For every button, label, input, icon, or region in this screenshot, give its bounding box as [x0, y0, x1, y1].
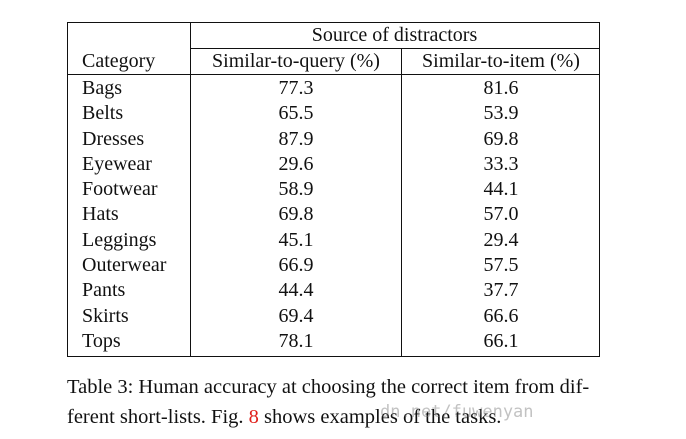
- cell-similar-to-query: 29.6: [278, 152, 314, 175]
- cell-similar-to-query: 65.5: [278, 102, 314, 125]
- cell-similar-to-query: 69.8: [278, 203, 314, 226]
- table-row: Outerwear 66.9 57.5: [68, 253, 599, 278]
- watermark: dn.net/fuwenyan: [380, 402, 534, 422]
- caption-line-2: ferent short-lists. Fig. 8 shows example…: [67, 402, 657, 432]
- table-row: Skirts 69.4 66.6: [68, 304, 599, 329]
- table-divider-vertical: [190, 23, 191, 356]
- caption-text: ferent short-lists. Fig.: [67, 406, 249, 428]
- cell-similar-to-query: 87.9: [278, 127, 314, 150]
- cell-similar-to-item: 44.1: [483, 178, 519, 201]
- cell-similar-to-query: 77.3: [278, 77, 314, 99]
- cell-category: Leggings: [82, 228, 157, 251]
- cell-similar-to-item: 66.6: [483, 304, 519, 327]
- table-row: Tops 78.1 66.1: [68, 329, 599, 354]
- cell-category: Dresses: [82, 127, 145, 150]
- cell-similar-to-query: 44.4: [278, 279, 314, 302]
- cell-similar-to-query: 66.9: [278, 254, 314, 277]
- cell-similar-to-item: 69.8: [483, 127, 519, 150]
- cell-similar-to-query: 45.1: [278, 228, 314, 251]
- cell-category: Hats: [82, 203, 119, 226]
- cell-category: Pants: [82, 279, 126, 302]
- table-row: Belts 65.5 53.9: [68, 101, 599, 126]
- cell-category: Outerwear: [82, 254, 167, 277]
- cell-category: Skirts: [82, 304, 129, 327]
- table-row: Pants 44.4 37.7: [68, 278, 599, 303]
- column-header-category: Category: [82, 50, 156, 72]
- cell-similar-to-item: 37.7: [483, 279, 519, 302]
- group-header: Source of distractors: [311, 24, 478, 46]
- table-row: Eyewear 29.6 33.3: [68, 152, 599, 177]
- column-header-similar-to-query: Similar-to-query (%): [212, 50, 380, 72]
- cell-similar-to-query: 58.9: [278, 178, 314, 201]
- table-row: Dresses 87.9 69.8: [68, 127, 599, 152]
- cell-similar-to-item: 66.1: [483, 329, 519, 352]
- cell-category: Belts: [82, 102, 124, 125]
- cell-similar-to-item: 57.5: [483, 254, 519, 277]
- table-divider-horizontal: [190, 48, 599, 49]
- table-row: Bags 77.3 81.6: [68, 76, 599, 101]
- cell-category: Eyewear: [82, 152, 152, 175]
- cell-similar-to-item: 33.3: [483, 152, 519, 175]
- table-divider-horizontal: [68, 74, 599, 75]
- cell-similar-to-item: 57.0: [483, 203, 519, 226]
- cell-similar-to-item: 81.6: [483, 77, 519, 99]
- cell-similar-to-item: 29.4: [483, 228, 519, 251]
- table-body: Bags 77.3 81.6 Belts 65.5 53.9 Dresses 87.9 69.8…: [68, 76, 599, 354]
- cell-similar-to-query: 69.4: [278, 304, 314, 327]
- caption-line-1: Table 3: Human accuracy at choosing the …: [67, 376, 590, 398]
- cell-category: Bags: [82, 77, 122, 99]
- table-row: Leggings 45.1 29.4: [68, 228, 599, 253]
- table-caption: Table 3: Human accuracy at choosing the …: [67, 372, 657, 432]
- cell-similar-to-query: 78.1: [278, 329, 314, 352]
- caption-text: shows examples of the tasks.: [258, 406, 502, 428]
- column-header-similar-to-item: Similar-to-item (%): [422, 50, 580, 72]
- figure-reference-link[interactable]: 8: [248, 406, 259, 428]
- cell-category: Tops: [82, 329, 121, 352]
- results-table: Source of distractors Category Similar-t…: [67, 22, 600, 357]
- table-row: Hats 69.8 57.0: [68, 202, 599, 227]
- cell-category: Footwear: [82, 178, 158, 201]
- table-divider-vertical: [401, 48, 402, 356]
- cell-similar-to-item: 53.9: [483, 102, 519, 125]
- table-row: Footwear 58.9 44.1: [68, 177, 599, 202]
